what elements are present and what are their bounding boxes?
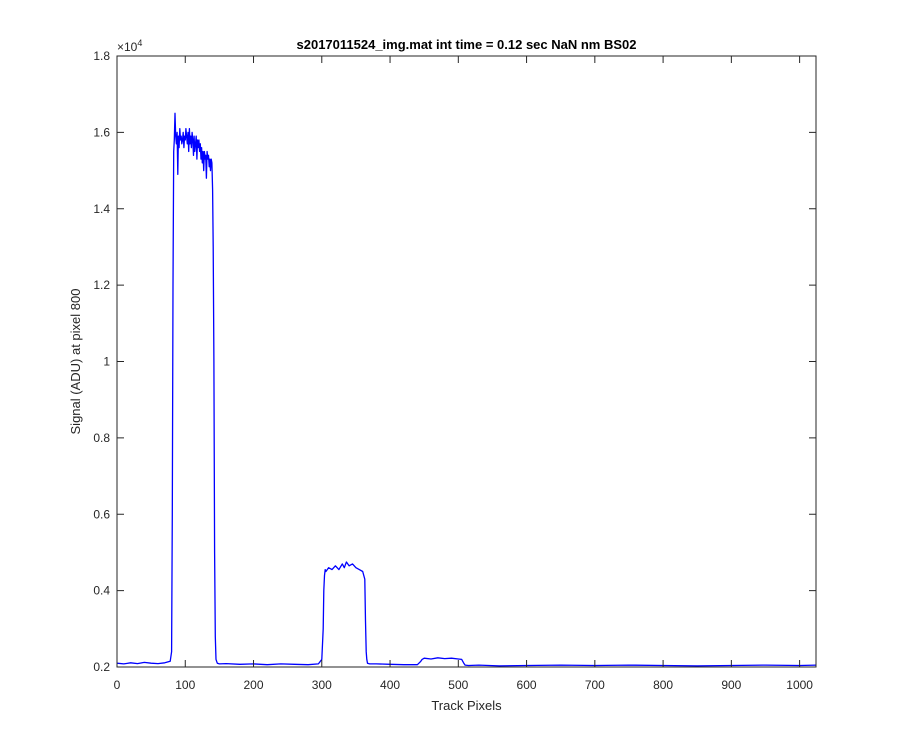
y-tick-label: 1: [103, 355, 110, 369]
y-tick-label: 0.6: [93, 507, 110, 521]
x-tick-label: 600: [517, 678, 537, 692]
x-tick-label: 500: [448, 678, 468, 692]
axes-background: [117, 56, 816, 667]
x-tick-label: 1000: [786, 678, 813, 692]
y-tick-label: 1.6: [93, 125, 110, 139]
chart-title: s2017011524_img.mat int time = 0.12 sec …: [297, 37, 637, 52]
series-line-0: [116, 112, 817, 667]
x-tick-label: 0: [114, 678, 121, 692]
x-tick-label: 400: [380, 678, 400, 692]
y-axis-label: Signal (ADU) at pixel 800: [68, 289, 83, 435]
y-axis-exponent: ×104: [117, 38, 142, 54]
y-tick-label: 0.8: [93, 431, 110, 445]
x-tick-label: 900: [721, 678, 741, 692]
x-axis-label: Track Pixels: [431, 698, 502, 713]
x-tick-label: 100: [175, 678, 195, 692]
y-tick-label: 1.4: [93, 202, 110, 216]
series-layer: [116, 112, 817, 667]
y-tick-label: 1.2: [93, 278, 110, 292]
x-axis-ticks: 0 100 200 300 400 500 600 700 800 900 1000: [114, 56, 813, 692]
y-tick-label: 0.4: [93, 584, 110, 598]
x-tick-label: 300: [312, 678, 332, 692]
x-tick-label: 800: [653, 678, 673, 692]
x-tick-label: 700: [585, 678, 605, 692]
axes-box: [116, 55, 817, 668]
x-tick-label: 200: [244, 678, 264, 692]
y-tick-label: 1.8: [93, 49, 110, 63]
y-tick-label: 0.2: [93, 660, 110, 674]
y-axis-ticks: 0.2 0.4 0.6 0.8 1 1.2 1.4 1.6 1.8: [93, 49, 816, 674]
